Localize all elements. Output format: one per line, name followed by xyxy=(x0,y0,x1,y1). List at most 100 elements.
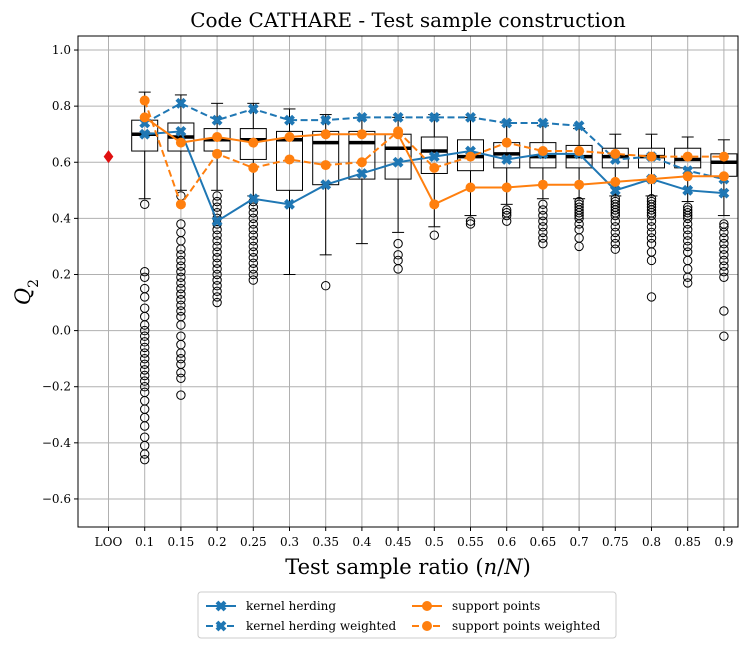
y-tick-label: −0.2 xyxy=(42,380,71,394)
series-point xyxy=(284,114,295,126)
outlier-point xyxy=(140,359,150,369)
outlier-point xyxy=(683,219,693,229)
outlier-point xyxy=(176,373,186,383)
outlier-point xyxy=(502,210,512,221)
outlier-point xyxy=(176,266,186,277)
outlier-point xyxy=(574,219,584,229)
outlier-point xyxy=(140,342,150,353)
outlier-point xyxy=(683,213,693,224)
series-lines xyxy=(139,95,730,227)
outlier-point xyxy=(212,202,222,212)
outlier-point xyxy=(140,337,150,347)
outlier-point xyxy=(610,222,620,232)
outlier-point xyxy=(646,216,657,226)
outlier-point xyxy=(212,191,222,201)
outlier-point xyxy=(719,250,729,260)
series-line xyxy=(144,102,725,181)
series-point xyxy=(284,198,295,210)
x-tick-label: 0.45 xyxy=(385,535,412,549)
series-point xyxy=(501,182,512,193)
series-point xyxy=(175,125,187,137)
outlier-point xyxy=(719,222,729,232)
x-tick-label: 0.85 xyxy=(674,535,701,549)
outlier-point xyxy=(646,210,657,221)
y-tick-label: 1.0 xyxy=(52,43,71,57)
x-tick-label: 0.3 xyxy=(280,535,299,549)
outlier-point xyxy=(683,230,693,240)
series-point xyxy=(392,111,404,123)
series-point xyxy=(212,132,223,143)
outlier-point xyxy=(176,289,186,299)
outlier-point xyxy=(610,227,620,238)
series-point xyxy=(718,151,729,162)
series-point xyxy=(573,120,585,132)
outlier-point xyxy=(393,264,403,274)
outlier-point xyxy=(212,292,222,302)
series-point xyxy=(682,184,694,196)
outlier-point xyxy=(212,286,222,297)
plot-frame xyxy=(77,35,739,528)
outlier-point xyxy=(683,278,693,288)
outlier-point xyxy=(321,281,331,291)
series-point xyxy=(537,117,549,129)
outlier-point xyxy=(683,236,693,246)
outlier-point xyxy=(212,247,222,257)
legend-item: kernel herding weighted xyxy=(206,619,396,633)
series-point xyxy=(284,154,295,165)
legend: kernel herding kernel herding weighted sup… xyxy=(197,591,617,639)
x-tick-label: 0.15 xyxy=(168,535,195,549)
legend-label: kernel herding weighted xyxy=(246,619,396,633)
series-point xyxy=(501,117,513,129)
outlier-point xyxy=(610,205,620,215)
y-tick-label: −0.4 xyxy=(42,436,72,450)
outlier-point xyxy=(538,222,548,232)
series-point xyxy=(320,129,331,140)
outlier-point xyxy=(212,236,222,246)
outlier-point xyxy=(140,370,150,381)
y-tick-label: 0.2 xyxy=(52,267,71,281)
outlier-point xyxy=(719,272,729,282)
series-point xyxy=(428,111,440,123)
outlier-point xyxy=(140,320,150,330)
outlier-point xyxy=(683,208,693,218)
x-tick-label: 0.25 xyxy=(240,535,267,549)
outlier-point xyxy=(140,199,150,210)
outlier-point xyxy=(176,348,186,358)
outlier-point xyxy=(719,238,729,249)
outlier-point xyxy=(248,269,259,280)
boxplot xyxy=(203,102,231,308)
outlier-point xyxy=(719,266,729,277)
x-tick-label: LOO xyxy=(95,535,123,549)
y-axis-label: Q2 xyxy=(11,279,42,305)
outlier-point xyxy=(502,216,512,226)
series-point xyxy=(211,114,223,126)
outlier-point xyxy=(176,390,186,400)
series-point xyxy=(356,111,368,123)
outlier-point xyxy=(176,261,186,271)
outlier-point xyxy=(719,331,729,341)
series-point xyxy=(215,600,227,612)
series-point xyxy=(537,179,548,190)
outlier-point xyxy=(538,238,548,249)
series-point xyxy=(682,151,693,162)
outlier-point xyxy=(248,230,259,240)
legend-item: support points xyxy=(412,599,540,613)
outlier-point xyxy=(140,266,150,277)
boxplot xyxy=(167,94,195,400)
outlier-point xyxy=(248,258,259,268)
outlier-point xyxy=(719,306,729,316)
outlier-point xyxy=(610,216,620,226)
legend-label: kernel herding xyxy=(246,599,336,613)
box-iqr xyxy=(276,130,303,191)
outlier-point xyxy=(140,376,150,386)
series-point xyxy=(501,137,512,148)
series-point xyxy=(247,103,259,115)
outlier-point xyxy=(538,199,548,210)
outlier-point xyxy=(538,216,548,226)
outlier-point xyxy=(646,227,657,238)
outlier-point xyxy=(140,353,150,364)
series-point xyxy=(248,137,259,148)
series-point xyxy=(175,137,186,148)
boxplot xyxy=(420,114,448,240)
